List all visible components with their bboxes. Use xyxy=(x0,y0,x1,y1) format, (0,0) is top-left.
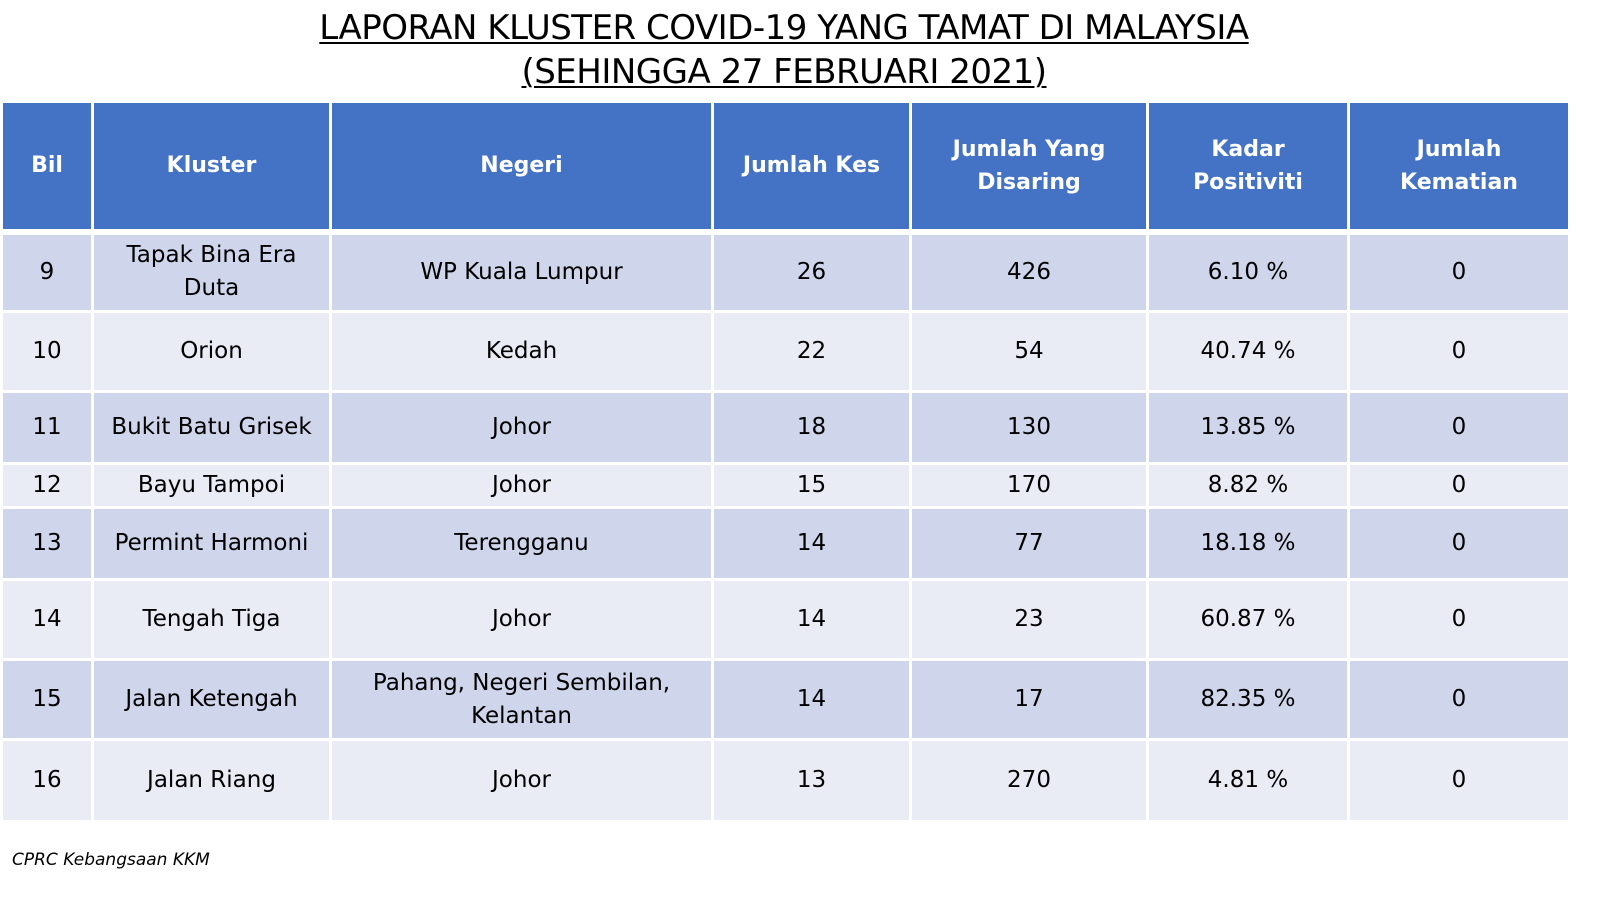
table-header-row: Bil Kluster Negeri Jumlah Kes Jumlah Yan… xyxy=(0,100,1571,235)
source-note: CPRC Kebangsaan KKM xyxy=(12,850,210,870)
header-negeri: Negeri xyxy=(329,100,714,235)
cell-bil: 9 xyxy=(0,230,94,313)
cell-jumlah-disaring: 170 xyxy=(909,462,1149,509)
cell-jumlah-kematian: 0 xyxy=(1347,658,1571,741)
table-row: 16 Jalan Riang Johor 13 270 4.81 % 0 xyxy=(0,738,1571,823)
table-row: 14 Tengah Tiga Johor 14 23 60.87 % 0 xyxy=(0,578,1571,661)
table-row: 11 Bukit Batu Grisek Johor 18 130 13.85 … xyxy=(0,390,1571,465)
cell-jumlah-disaring: 426 xyxy=(909,230,1149,313)
cell-negeri: Pahang, Negeri Sembilan, Kelantan xyxy=(329,658,714,741)
cell-kadar-positiviti: 40.74 % xyxy=(1146,310,1350,393)
cell-jumlah-disaring: 130 xyxy=(909,390,1149,465)
cell-negeri: Johor xyxy=(329,462,714,509)
cell-jumlah-kes: 18 xyxy=(711,390,912,465)
cell-bil: 15 xyxy=(0,658,94,741)
cell-kluster: Permint Harmoni xyxy=(91,506,332,581)
header-bil: Bil xyxy=(0,100,94,235)
cell-bil: 12 xyxy=(0,462,94,509)
cell-negeri: Johor xyxy=(329,578,714,661)
cell-kluster: Orion xyxy=(91,310,332,393)
cell-jumlah-kes: 26 xyxy=(711,230,912,313)
cell-jumlah-kematian: 0 xyxy=(1347,462,1571,509)
cell-jumlah-kes: 15 xyxy=(711,462,912,509)
cell-jumlah-kematian: 0 xyxy=(1347,310,1571,393)
cell-bil: 16 xyxy=(0,738,94,823)
table-row: 12 Bayu Tampoi Johor 15 170 8.82 % 0 xyxy=(0,462,1571,509)
cell-kluster: Tapak Bina Era Duta xyxy=(91,230,332,313)
page-title: LAPORAN KLUSTER COVID-19 YANG TAMAT DI M… xyxy=(0,6,1568,94)
cell-kadar-positiviti: 60.87 % xyxy=(1146,578,1350,661)
cell-kluster: Bayu Tampoi xyxy=(91,462,332,509)
cell-jumlah-disaring: 17 xyxy=(909,658,1149,741)
cell-jumlah-disaring: 54 xyxy=(909,310,1149,393)
table-row: 10 Orion Kedah 22 54 40.74 % 0 xyxy=(0,310,1571,393)
cell-negeri: Johor xyxy=(329,390,714,465)
cell-negeri: Terengganu xyxy=(329,506,714,581)
cell-jumlah-kes: 14 xyxy=(711,506,912,581)
cell-kluster: Jalan Riang xyxy=(91,738,332,823)
cell-kadar-positiviti: 82.35 % xyxy=(1146,658,1350,741)
cell-jumlah-kes: 14 xyxy=(711,658,912,741)
cell-kluster: Tengah Tiga xyxy=(91,578,332,661)
cell-kadar-positiviti: 4.81 % xyxy=(1146,738,1350,823)
cell-bil: 10 xyxy=(0,310,94,393)
title-line-2: (SEHINGGA 27 FEBRUARI 2021) xyxy=(521,52,1047,92)
header-jumlah-disaring: Jumlah Yang Disaring xyxy=(909,100,1149,235)
cell-kadar-positiviti: 8.82 % xyxy=(1146,462,1350,509)
header-kadar-positiviti: Kadar Positiviti xyxy=(1146,100,1350,235)
cell-bil: 13 xyxy=(0,506,94,581)
cell-negeri: WP Kuala Lumpur xyxy=(329,230,714,313)
header-jumlah-kematian: Jumlah Kematian xyxy=(1347,100,1571,235)
cell-jumlah-kes: 13 xyxy=(711,738,912,823)
title-line-1: LAPORAN KLUSTER COVID-19 YANG TAMAT DI M… xyxy=(319,8,1249,48)
cell-kadar-positiviti: 6.10 % xyxy=(1146,230,1350,313)
header-kluster: Kluster xyxy=(91,100,332,235)
cell-negeri: Kedah xyxy=(329,310,714,393)
cell-kadar-positiviti: 13.85 % xyxy=(1146,390,1350,465)
header-jumlah-kes: Jumlah Kes xyxy=(711,100,912,235)
cell-jumlah-disaring: 270 xyxy=(909,738,1149,823)
cell-jumlah-kes: 22 xyxy=(711,310,912,393)
cell-jumlah-kematian: 0 xyxy=(1347,390,1571,465)
table-row: 9 Tapak Bina Era Duta WP Kuala Lumpur 26… xyxy=(0,230,1571,313)
cell-bil: 11 xyxy=(0,390,94,465)
cell-jumlah-kematian: 0 xyxy=(1347,230,1571,313)
cell-kluster: Bukit Batu Grisek xyxy=(91,390,332,465)
cell-kadar-positiviti: 18.18 % xyxy=(1146,506,1350,581)
cluster-table: Bil Kluster Negeri Jumlah Kes Jumlah Yan… xyxy=(0,100,1571,823)
cell-jumlah-kematian: 0 xyxy=(1347,506,1571,581)
cell-jumlah-disaring: 23 xyxy=(909,578,1149,661)
cell-negeri: Johor xyxy=(329,738,714,823)
cell-jumlah-kematian: 0 xyxy=(1347,578,1571,661)
cell-jumlah-kematian: 0 xyxy=(1347,738,1571,823)
cell-bil: 14 xyxy=(0,578,94,661)
cell-kluster: Jalan Ketengah xyxy=(91,658,332,741)
table-row: 15 Jalan Ketengah Pahang, Negeri Sembila… xyxy=(0,658,1571,741)
table-row: 13 Permint Harmoni Terengganu 14 77 18.1… xyxy=(0,506,1571,581)
cell-jumlah-disaring: 77 xyxy=(909,506,1149,581)
cell-jumlah-kes: 14 xyxy=(711,578,912,661)
